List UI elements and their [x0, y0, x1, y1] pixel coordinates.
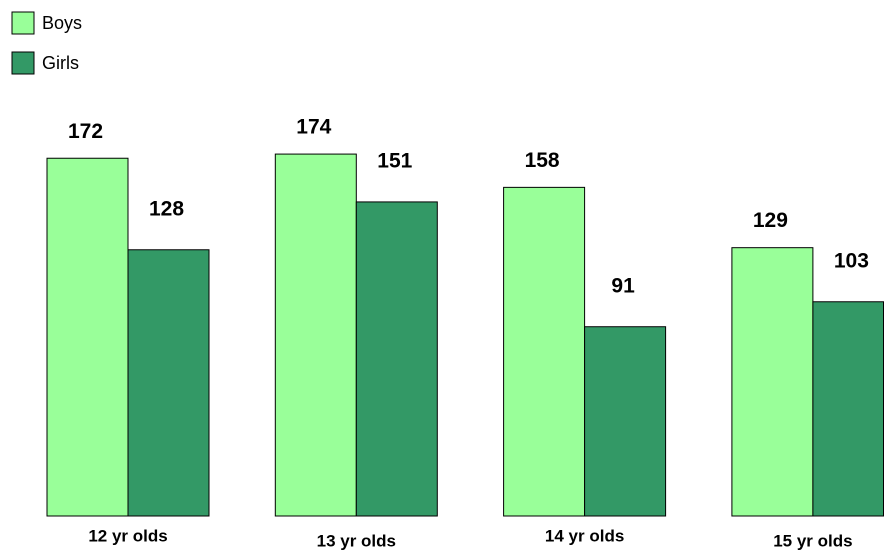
bar — [355, 201, 438, 517]
bar — [731, 247, 814, 517]
x-tick-label: 12 yr olds — [88, 526, 167, 545]
bar — [812, 301, 884, 517]
legend-swatch — [11, 11, 35, 35]
legend-label: Boys — [42, 13, 82, 33]
legend-swatch — [11, 51, 35, 75]
legend-label: Girls — [42, 53, 79, 73]
data-label: 91 — [611, 274, 635, 297]
bar — [503, 186, 586, 517]
x-tick-label: 15 yr olds — [773, 531, 852, 550]
data-label: 172 — [68, 120, 103, 143]
data-label: 129 — [753, 209, 788, 232]
bar — [46, 157, 129, 517]
data-label: 151 — [377, 149, 412, 172]
bar — [274, 153, 357, 517]
bar — [127, 249, 210, 517]
data-label: 103 — [834, 249, 869, 272]
data-label: 158 — [525, 149, 560, 172]
bar — [584, 326, 667, 517]
x-tick-label: 14 yr olds — [545, 526, 624, 545]
data-label: 174 — [296, 116, 331, 139]
x-tick-label: 13 yr olds — [317, 531, 396, 550]
data-label: 128 — [149, 197, 184, 220]
